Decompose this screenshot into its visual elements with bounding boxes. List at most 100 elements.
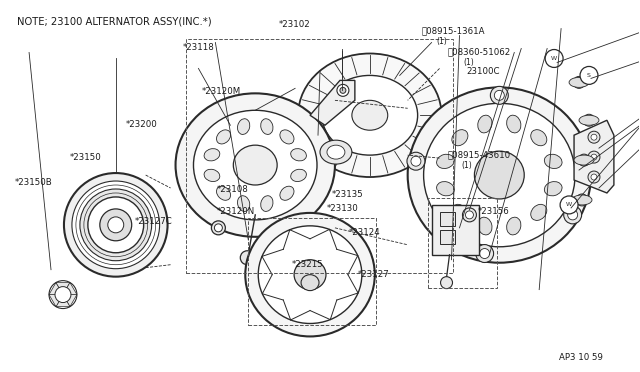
Ellipse shape: [572, 195, 592, 205]
Ellipse shape: [507, 115, 521, 133]
Text: (1): (1): [461, 161, 472, 170]
Text: S: S: [587, 73, 591, 78]
Ellipse shape: [452, 204, 468, 220]
Ellipse shape: [64, 173, 168, 277]
Circle shape: [560, 196, 578, 214]
Text: *23150B: *23150B: [15, 178, 53, 187]
Polygon shape: [63, 295, 77, 307]
Polygon shape: [49, 282, 63, 295]
Circle shape: [545, 49, 563, 67]
Polygon shape: [574, 120, 614, 193]
Ellipse shape: [88, 197, 143, 253]
Ellipse shape: [574, 155, 594, 165]
Text: NOTE; 23100 ALTERNATOR ASSY(INC.*): NOTE; 23100 ALTERNATOR ASSY(INC.*): [17, 16, 212, 26]
Ellipse shape: [245, 213, 375, 336]
Ellipse shape: [573, 76, 585, 89]
Text: 23100C: 23100C: [467, 67, 500, 76]
Ellipse shape: [260, 119, 273, 134]
Ellipse shape: [545, 182, 562, 196]
Circle shape: [340, 87, 346, 93]
Text: *23215: *23215: [291, 260, 323, 269]
Ellipse shape: [204, 169, 220, 182]
Ellipse shape: [301, 275, 319, 291]
Ellipse shape: [507, 217, 521, 235]
Circle shape: [463, 208, 476, 222]
Ellipse shape: [216, 186, 230, 200]
Circle shape: [591, 134, 597, 140]
Bar: [431, 205, 479, 255]
Ellipse shape: [100, 209, 132, 241]
Ellipse shape: [436, 182, 454, 196]
Ellipse shape: [291, 149, 307, 161]
Circle shape: [337, 84, 349, 96]
Text: *23130: *23130: [326, 204, 358, 213]
Ellipse shape: [424, 103, 575, 247]
Text: *23200: *23200: [125, 121, 157, 129]
Circle shape: [568, 210, 578, 220]
Ellipse shape: [294, 260, 326, 290]
Text: *23127: *23127: [358, 270, 390, 279]
Ellipse shape: [237, 119, 250, 134]
Bar: [440, 230, 456, 244]
Circle shape: [588, 151, 600, 163]
Circle shape: [476, 244, 493, 263]
Ellipse shape: [280, 186, 294, 200]
Ellipse shape: [204, 149, 220, 161]
Ellipse shape: [234, 145, 277, 185]
Circle shape: [490, 86, 508, 104]
Ellipse shape: [108, 217, 124, 233]
Ellipse shape: [474, 151, 524, 199]
Circle shape: [440, 277, 452, 289]
Ellipse shape: [452, 130, 468, 146]
Ellipse shape: [322, 76, 418, 155]
Text: W: W: [551, 56, 557, 61]
Polygon shape: [56, 282, 70, 295]
Ellipse shape: [237, 196, 250, 211]
Ellipse shape: [175, 93, 335, 237]
Bar: [440, 212, 456, 226]
Ellipse shape: [352, 100, 388, 130]
Circle shape: [494, 90, 504, 100]
Polygon shape: [63, 282, 77, 295]
Circle shape: [465, 211, 474, 219]
Bar: [186, 39, 452, 273]
Polygon shape: [310, 80, 355, 125]
Ellipse shape: [258, 226, 362, 324]
Text: *23124: *23124: [349, 228, 380, 237]
Polygon shape: [56, 295, 70, 307]
Polygon shape: [49, 295, 63, 307]
Ellipse shape: [578, 154, 590, 166]
Text: *23156: *23156: [478, 208, 510, 217]
Circle shape: [580, 67, 598, 84]
Ellipse shape: [193, 110, 317, 220]
Ellipse shape: [569, 77, 589, 87]
Ellipse shape: [291, 169, 307, 182]
Ellipse shape: [583, 114, 595, 126]
Ellipse shape: [436, 154, 454, 169]
Ellipse shape: [478, 217, 492, 235]
Text: *23135: *23135: [332, 190, 364, 199]
Circle shape: [588, 171, 600, 183]
Text: Ⓢ08360-51062: Ⓢ08360-51062: [447, 47, 511, 56]
Text: Ⓠ08915-43610: Ⓠ08915-43610: [447, 150, 511, 159]
Circle shape: [407, 152, 425, 170]
Ellipse shape: [579, 115, 599, 125]
Ellipse shape: [216, 130, 230, 144]
Text: *23118: *23118: [183, 42, 214, 51]
Text: AP3 10 59: AP3 10 59: [559, 353, 603, 362]
Ellipse shape: [290, 132, 330, 164]
Circle shape: [211, 221, 225, 235]
Ellipse shape: [545, 154, 562, 169]
Ellipse shape: [72, 181, 159, 269]
Text: (1): (1): [436, 37, 447, 46]
Text: *23102: *23102: [278, 20, 310, 29]
Text: *23120N: *23120N: [217, 208, 255, 217]
Circle shape: [591, 154, 597, 160]
Text: *23120M: *23120M: [202, 87, 241, 96]
Ellipse shape: [298, 54, 442, 177]
Ellipse shape: [478, 115, 492, 133]
Ellipse shape: [320, 140, 352, 164]
Ellipse shape: [327, 145, 345, 159]
Circle shape: [591, 174, 597, 180]
Text: *23127C: *23127C: [135, 217, 173, 226]
